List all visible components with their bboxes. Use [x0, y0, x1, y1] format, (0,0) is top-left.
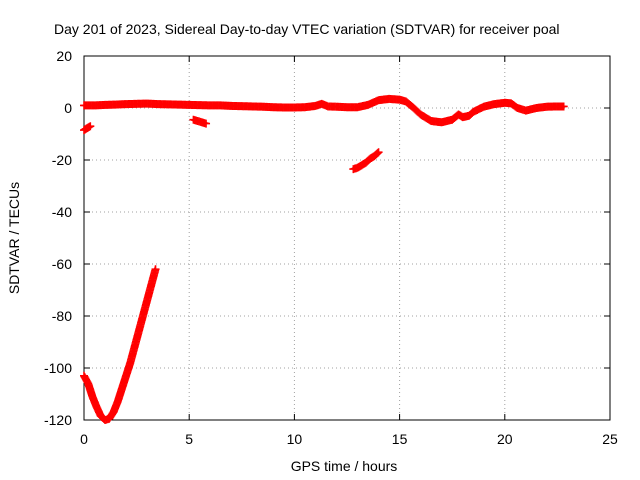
data-point: [559, 102, 568, 111]
axis-ticks: 0 5 10 15 20 25 -120 -100 -80 -60 -40 -20 0 20: [44, 48, 618, 447]
x-tick-label: 5: [185, 431, 193, 447]
y-axis-label: SDTVAR / TECUs: [6, 182, 22, 294]
series-segment-d: [80, 265, 160, 424]
x-tick-label: 25: [602, 431, 618, 447]
x-axis-label: GPS time / hours: [291, 458, 398, 474]
data-point: [374, 148, 383, 157]
data-point: [202, 119, 211, 128]
y-tick-label: -20: [52, 152, 72, 168]
y-tick-label: -100: [44, 360, 72, 376]
y-tick-label: -80: [52, 308, 72, 324]
data-point: [151, 265, 160, 274]
data-points: [80, 94, 568, 424]
y-tick-label: -40: [52, 204, 72, 220]
y-tick-label: 20: [56, 48, 72, 64]
series-segment-a: [80, 122, 95, 135]
x-tick-label: 0: [80, 431, 88, 447]
y-tick-label: -120: [44, 412, 72, 428]
chart-title: Day 201 of 2023, Sidereal Day-to-day VTE…: [54, 21, 560, 37]
y-tick-label: 0: [64, 100, 72, 116]
series-segment-c: [349, 148, 383, 174]
x-tick-label: 10: [287, 431, 303, 447]
series-segment-b: [189, 115, 211, 128]
plot-frame: [83, 55, 611, 421]
data-point: [373, 149, 382, 158]
grid-lines: [84, 56, 610, 420]
x-tick-label: 15: [392, 431, 408, 447]
x-tick-label: 20: [497, 431, 513, 447]
series-main: [80, 94, 568, 127]
data-point: [86, 122, 95, 131]
y-tick-label: -60: [52, 256, 72, 272]
